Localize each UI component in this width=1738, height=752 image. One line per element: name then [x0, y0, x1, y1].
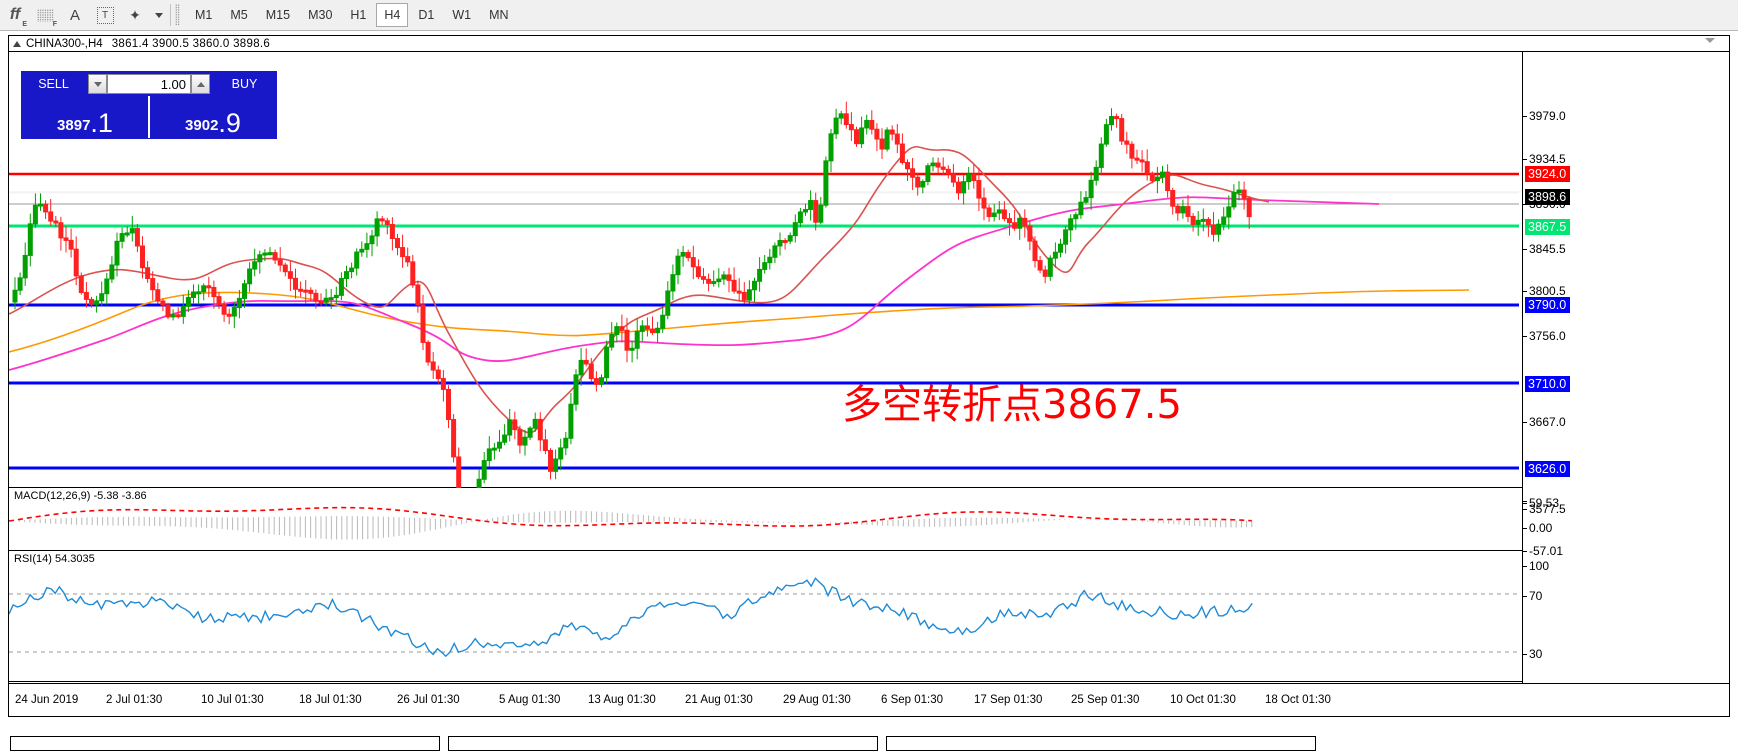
scale-tick-3756: 3756.0: [1523, 329, 1566, 343]
time-label-3: 18 Jul 01:30: [299, 694, 362, 706]
price-tag-3790: 3790.0: [1525, 297, 1571, 313]
text-A-icon[interactable]: A: [69, 6, 80, 24]
price-tag-3710: 3710.0: [1525, 376, 1571, 392]
collapse-icon[interactable]: [1705, 38, 1715, 43]
trade-prices: 3897 .1 3902 .9: [22, 96, 276, 138]
time-label-2: 10 Jul 01:30: [201, 694, 264, 706]
taskbar-segment-2[interactable]: [448, 736, 878, 751]
dot-grid-icon[interactable]: F: [30, 1, 60, 29]
trade-panel[interactable]: SELL 1.00 BUY 3897 .1 3902 .9: [21, 71, 277, 139]
time-label-13: 18 Oct 01:30: [1265, 694, 1331, 706]
trade-panel-controls[interactable]: SELL 1.00 BUY: [22, 72, 276, 96]
time-label-6: 13 Aug 01:30: [588, 694, 656, 706]
timeframe-m15[interactable]: M15: [265, 8, 291, 22]
buy-price-integer: 3902: [185, 117, 219, 134]
volume-increase-button[interactable]: [191, 74, 210, 94]
text-box-icon[interactable]: T: [90, 1, 120, 29]
dropdown-caret-icon[interactable]: [150, 1, 166, 29]
candlesticks: [12, 101, 1252, 488]
chart-window: CHINA300-,H4 3861.4 3900.5 3860.0 3898.6: [8, 35, 1730, 717]
timeframe-w1[interactable]: W1: [452, 8, 472, 22]
chart-symbol: CHINA300-,H4: [26, 37, 103, 50]
chart-plot-area[interactable]: SELL 1.00 BUY 3897 .1 3902 .9: [9, 52, 1729, 716]
macd-histogram: [13, 510, 1253, 540]
rsi-tick-100: 100: [1522, 559, 1550, 573]
ma-orange: [9, 289, 1470, 353]
ma-magenta: [9, 196, 1380, 371]
sell-price-decimal: .1: [90, 108, 113, 138]
time-label-4: 26 Jul 01:30: [397, 694, 460, 706]
time-label-8: 29 Aug 01:30: [783, 694, 851, 706]
volume-input[interactable]: 1.00: [107, 74, 191, 94]
scale-tick-3979: 3979.0: [1523, 109, 1566, 123]
buy-price-decimal: .9: [218, 108, 241, 138]
macd-tick-5953: 59.53: [1522, 496, 1560, 510]
expand-triangle-icon[interactable]: [13, 40, 21, 47]
macd-tick-000: 0.00: [1522, 521, 1553, 535]
sell-button[interactable]: SELL: [22, 73, 85, 95]
timeframe-h1[interactable]: H1: [350, 8, 367, 22]
price-tag-3867: 3867.5: [1525, 219, 1571, 235]
timeframe-m5[interactable]: M5: [230, 8, 248, 22]
scale-tick-3845: 3845.5: [1523, 242, 1566, 256]
price-scale[interactable]: 3979.0 3934.5 3890.0 3845.5 3800.5 3756.…: [1522, 52, 1729, 683]
time-label-10: 17 Sep 01:30: [974, 694, 1043, 706]
buy-price[interactable]: 3902 .9: [150, 96, 276, 138]
toolbar-divider: [170, 4, 171, 26]
chart-annotation-text: 多空转折点3867.5: [842, 382, 1182, 428]
time-label-9: 6 Sep 01:30: [881, 694, 944, 706]
volume-decrease-button[interactable]: [88, 74, 107, 94]
scale-tick-3667: 3667.0: [1523, 415, 1566, 429]
rsi-label: RSI(14) 54.3035: [14, 553, 95, 565]
ma-red: [9, 145, 1270, 434]
indicator-icon[interactable]: ff E: [9, 6, 27, 28]
macd-tick-neg5701: -57.01: [1522, 544, 1564, 558]
main-toolbar: ff E F A T ✦ M1 M5 M15 M30 H1 H4 D1 W1 MN: [0, 0, 1738, 31]
time-label-0: 24 Jun 2019: [15, 694, 79, 706]
macd-plot: [9, 506, 1253, 540]
price-tag-3898: 3898.6: [1525, 189, 1571, 205]
macd-label: MACD(12,26,9) -5.38 -3.86: [14, 490, 147, 502]
toolbar-grip[interactable]: [175, 4, 180, 26]
timeframe-d1[interactable]: D1: [418, 8, 435, 22]
price-pane[interactable]: SELL 1.00 BUY 3897 .1 3902 .9: [9, 52, 1729, 488]
chart-titlebar: CHINA300-,H4 3861.4 3900.5 3860.0 3898.6: [9, 36, 1729, 52]
scale-tick-3800: 3800.5: [1523, 284, 1566, 298]
price-candles: [9, 101, 1519, 488]
sell-price[interactable]: 3897 .1: [22, 96, 150, 138]
objects-icon[interactable]: ✦: [129, 6, 141, 23]
macd-pane[interactable]: MACD(12,26,9) -5.38 -3.86: [9, 489, 1729, 551]
timeframe-m1[interactable]: M1: [195, 8, 213, 22]
rsi-tick-30: 30: [1522, 647, 1543, 661]
rsi-tick-70: 70: [1522, 589, 1543, 603]
taskbar-segment-3[interactable]: [886, 736, 1316, 751]
timeframe-mn[interactable]: MN: [489, 8, 509, 22]
scale-tick-3577: 3577.5: [1523, 502, 1566, 516]
time-label-11: 25 Sep 01:30: [1071, 694, 1140, 706]
chart-ohlc: 3861.4 3900.5 3860.0 3898.6: [111, 37, 271, 50]
volume-stepper[interactable]: 1.00: [88, 74, 210, 94]
timeframe-m30[interactable]: M30: [308, 8, 333, 22]
time-label-1: 2 Jul 01:30: [106, 694, 163, 706]
price-tag-3924: 3924.0: [1525, 166, 1571, 182]
taskbar: [0, 735, 1738, 752]
rsi-line: [9, 577, 1253, 658]
macd-signal-line: [9, 506, 1252, 527]
rsi-pane[interactable]: RSI(14) 54.3035: [9, 552, 1729, 682]
rsi-plot: [9, 577, 1519, 658]
buy-button[interactable]: BUY: [213, 73, 276, 95]
scale-tick-3934: 3934.5: [1523, 152, 1566, 166]
time-axis[interactable]: 24 Jun 2019 2 Jul 01:30 10 Jul 01:30 18 …: [9, 683, 1729, 717]
time-label-12: 10 Oct 01:30: [1170, 694, 1236, 706]
price-tag-3626: 3626.0: [1525, 461, 1571, 477]
time-label-7: 21 Aug 01:30: [685, 694, 753, 706]
timeframe-h4[interactable]: H4: [376, 3, 409, 27]
time-label-5: 5 Aug 01:30: [499, 694, 561, 706]
taskbar-segment-1[interactable]: [10, 736, 440, 751]
sell-price-integer: 3897: [57, 117, 91, 134]
